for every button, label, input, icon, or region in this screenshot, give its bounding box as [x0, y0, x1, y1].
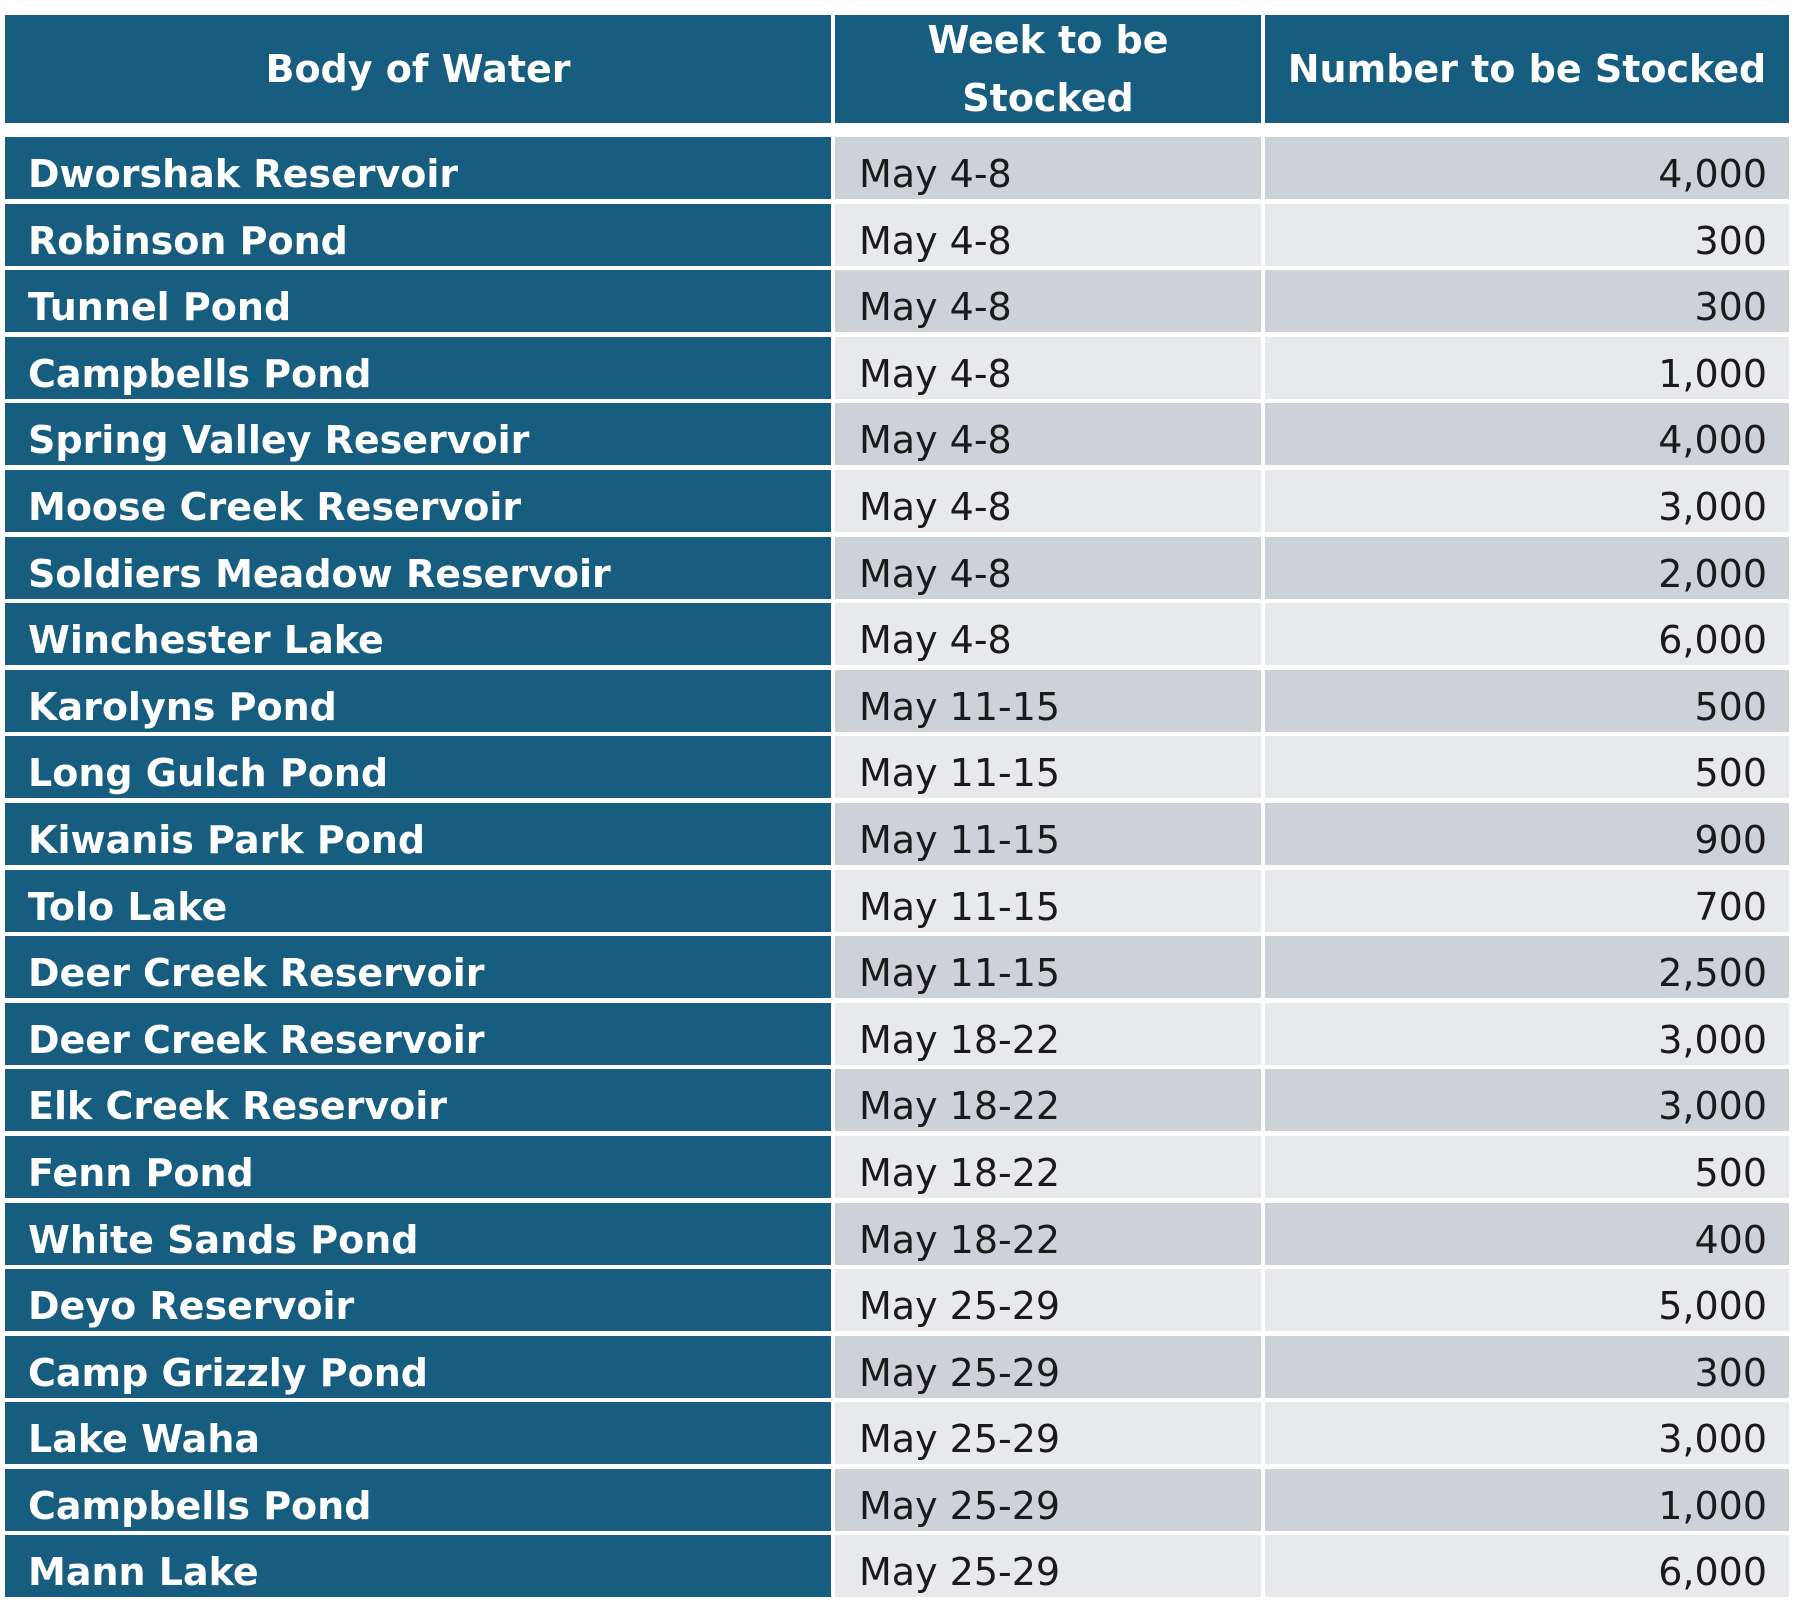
number-cell: 2,000 [1265, 536, 1789, 599]
number-cell: 6,000 [1265, 1535, 1789, 1598]
table-row: Tunnel Pond May 4-8 300 [5, 270, 1789, 333]
number-cell: 2,500 [1265, 936, 1789, 999]
body-of-water-cell: Winchester Lake [5, 603, 831, 666]
table-row: Deer Creek Reservoir May 18-22 3,000 [5, 1002, 1789, 1065]
number-cell: 3,000 [1265, 1002, 1789, 1065]
week-cell: May 4-8 [835, 203, 1261, 266]
week-cell: May 18-22 [835, 1002, 1261, 1065]
number-cell: 6,000 [1265, 603, 1789, 666]
table-row: Deer Creek Reservoir May 11-15 2,500 [5, 936, 1789, 999]
table-row: Dworshak Reservoir May 4-8 4,000 [5, 137, 1789, 199]
table-row: White Sands Pond May 18-22 400 [5, 1202, 1789, 1265]
week-cell: May 11-15 [835, 802, 1261, 865]
week-cell: May 4-8 [835, 536, 1261, 599]
number-cell: 1,000 [1265, 1468, 1789, 1531]
table-body: Dworshak Reservoir May 4-8 4,000 Robinson P… [5, 137, 1789, 1598]
number-cell: 4,000 [1265, 137, 1789, 199]
week-cell: May 11-15 [835, 736, 1261, 799]
week-cell: May 4-8 [835, 603, 1261, 666]
table-row: Campbells Pond May 4-8 1,000 [5, 336, 1789, 399]
body-of-water-cell: Dworshak Reservoir [5, 137, 831, 199]
body-of-water-cell: Lake Waha [5, 1402, 831, 1465]
number-cell: 5,000 [1265, 1269, 1789, 1332]
table-row: Lake Waha May 25-29 3,000 [5, 1402, 1789, 1465]
week-cell: May 11-15 [835, 669, 1261, 732]
week-cell: May 4-8 [835, 469, 1261, 532]
body-of-water-cell: Campbells Pond [5, 1468, 831, 1531]
body-of-water-cell: Tolo Lake [5, 869, 831, 932]
body-of-water-cell: White Sands Pond [5, 1202, 831, 1265]
number-cell: 500 [1265, 669, 1789, 732]
body-of-water-cell: Long Gulch Pond [5, 736, 831, 799]
body-of-water-cell: Deer Creek Reservoir [5, 936, 831, 999]
week-cell: May 25-29 [835, 1402, 1261, 1465]
number-cell: 300 [1265, 203, 1789, 266]
stocking-table: Body of Water Week to be Stocked Number … [5, 15, 1789, 1602]
header-week-line2: Stocked [962, 76, 1134, 120]
number-cell: 4,000 [1265, 403, 1789, 466]
table-row: Long Gulch Pond May 11-15 500 [5, 736, 1789, 799]
body-of-water-cell: Moose Creek Reservoir [5, 469, 831, 532]
header-week-to-be-stocked: Week to be Stocked [835, 15, 1261, 123]
number-cell: 1,000 [1265, 336, 1789, 399]
number-cell: 3,000 [1265, 469, 1789, 532]
number-cell: 300 [1265, 1335, 1789, 1398]
table-header: Body of Water Week to be Stocked Number … [5, 15, 1789, 123]
body-of-water-cell: Deyo Reservoir [5, 1269, 831, 1332]
week-cell: May 4-8 [835, 336, 1261, 399]
table-row: Moose Creek Reservoir May 4-8 3,000 [5, 469, 1789, 532]
body-of-water-cell: Soldiers Meadow Reservoir [5, 536, 831, 599]
table-row: Karolyns Pond May 11-15 500 [5, 669, 1789, 732]
week-cell: May 4-8 [835, 403, 1261, 466]
number-cell: 500 [1265, 1135, 1789, 1198]
body-of-water-cell: Kiwanis Park Pond [5, 802, 831, 865]
week-cell: May 18-22 [835, 1202, 1261, 1265]
number-cell: 700 [1265, 869, 1789, 932]
table-row: Elk Creek Reservoir May 18-22 3,000 [5, 1069, 1789, 1132]
number-cell: 500 [1265, 736, 1789, 799]
week-cell: May 11-15 [835, 869, 1261, 932]
body-of-water-cell: Mann Lake [5, 1535, 831, 1598]
table-row: Campbells Pond May 25-29 1,000 [5, 1468, 1789, 1531]
table-row: Camp Grizzly Pond May 25-29 300 [5, 1335, 1789, 1398]
body-of-water-cell: Camp Grizzly Pond [5, 1335, 831, 1398]
week-cell: May 4-8 [835, 137, 1261, 199]
week-cell: May 25-29 [835, 1269, 1261, 1332]
week-cell: May 11-15 [835, 936, 1261, 999]
body-of-water-cell: Fenn Pond [5, 1135, 831, 1198]
table-row: Winchester Lake May 4-8 6,000 [5, 603, 1789, 666]
body-of-water-cell: Karolyns Pond [5, 669, 831, 732]
table-row: Soldiers Meadow Reservoir May 4-8 2,000 [5, 536, 1789, 599]
week-cell: May 18-22 [835, 1135, 1261, 1198]
body-of-water-cell: Tunnel Pond [5, 270, 831, 333]
table-row: Fenn Pond May 18-22 500 [5, 1135, 1789, 1198]
table-row: Tolo Lake May 11-15 700 [5, 869, 1789, 932]
body-of-water-cell: Robinson Pond [5, 203, 831, 266]
week-cell: May 4-8 [835, 270, 1261, 333]
header-body-of-water: Body of Water [5, 15, 831, 123]
table-row: Spring Valley Reservoir May 4-8 4,000 [5, 403, 1789, 466]
body-of-water-cell: Elk Creek Reservoir [5, 1069, 831, 1132]
body-of-water-cell: Campbells Pond [5, 336, 831, 399]
body-of-water-cell: Spring Valley Reservoir [5, 403, 831, 466]
number-cell: 3,000 [1265, 1402, 1789, 1465]
week-cell: May 25-29 [835, 1468, 1261, 1531]
number-cell: 300 [1265, 270, 1789, 333]
week-cell: May 25-29 [835, 1535, 1261, 1598]
number-cell: 900 [1265, 802, 1789, 865]
table-row: Deyo Reservoir May 25-29 5,000 [5, 1269, 1789, 1332]
number-cell: 3,000 [1265, 1069, 1789, 1132]
table-row: Mann Lake May 25-29 6,000 [5, 1535, 1789, 1598]
number-cell: 400 [1265, 1202, 1789, 1265]
table-row: Robinson Pond May 4-8 300 [5, 203, 1789, 266]
header-number-to-be-stocked: Number to be Stocked [1265, 15, 1789, 123]
table-row: Kiwanis Park Pond May 11-15 900 [5, 802, 1789, 865]
body-of-water-cell: Deer Creek Reservoir [5, 1002, 831, 1065]
header-week-line1: Week to be [927, 18, 1169, 62]
week-cell: May 25-29 [835, 1335, 1261, 1398]
week-cell: May 18-22 [835, 1069, 1261, 1132]
